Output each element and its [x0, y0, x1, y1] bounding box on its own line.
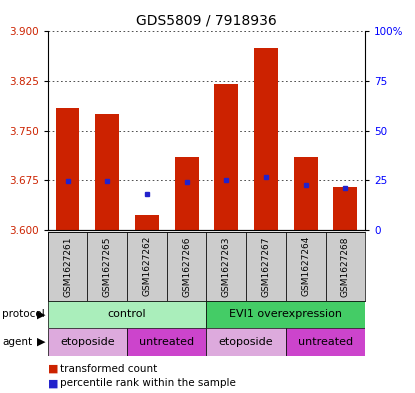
Text: ▶: ▶ — [37, 337, 46, 347]
Bar — [294, 157, 317, 230]
Bar — [207, 301, 365, 328]
Bar — [95, 114, 119, 230]
Text: EVI1 overexpression: EVI1 overexpression — [229, 309, 342, 320]
Bar — [135, 215, 159, 230]
Text: GSM1627261: GSM1627261 — [63, 236, 72, 296]
Bar — [127, 232, 167, 301]
Text: untreated: untreated — [139, 337, 194, 347]
Text: protocol: protocol — [2, 309, 45, 320]
Bar — [167, 232, 207, 301]
Title: GDS5809 / 7918936: GDS5809 / 7918936 — [136, 13, 277, 28]
Text: GSM1627263: GSM1627263 — [222, 236, 231, 296]
Bar — [333, 187, 357, 230]
Bar — [48, 328, 127, 356]
Bar — [48, 232, 88, 301]
Text: ▶: ▶ — [37, 309, 46, 320]
Bar — [246, 232, 286, 301]
Text: etoposide: etoposide — [60, 337, 115, 347]
Bar — [215, 84, 238, 230]
Text: GSM1627266: GSM1627266 — [182, 236, 191, 296]
Text: GSM1627267: GSM1627267 — [261, 236, 271, 296]
Text: control: control — [108, 309, 146, 320]
Bar — [207, 232, 246, 301]
Bar — [254, 48, 278, 230]
Bar — [56, 108, 80, 230]
Bar — [325, 232, 365, 301]
Text: ■: ■ — [48, 378, 58, 388]
Bar — [207, 328, 286, 356]
Text: untreated: untreated — [298, 337, 353, 347]
Text: percentile rank within the sample: percentile rank within the sample — [60, 378, 236, 388]
Text: transformed count: transformed count — [60, 364, 157, 374]
Bar — [286, 232, 325, 301]
Text: etoposide: etoposide — [219, 337, 273, 347]
Bar — [48, 301, 207, 328]
Bar — [175, 157, 198, 230]
Text: GSM1627265: GSM1627265 — [103, 236, 112, 296]
Text: GSM1627262: GSM1627262 — [142, 236, 151, 296]
Text: GSM1627264: GSM1627264 — [301, 236, 310, 296]
Bar — [127, 328, 207, 356]
Text: GSM1627268: GSM1627268 — [341, 236, 350, 296]
Text: agent: agent — [2, 337, 32, 347]
Text: ■: ■ — [48, 364, 58, 374]
Bar — [88, 232, 127, 301]
Bar — [286, 328, 365, 356]
